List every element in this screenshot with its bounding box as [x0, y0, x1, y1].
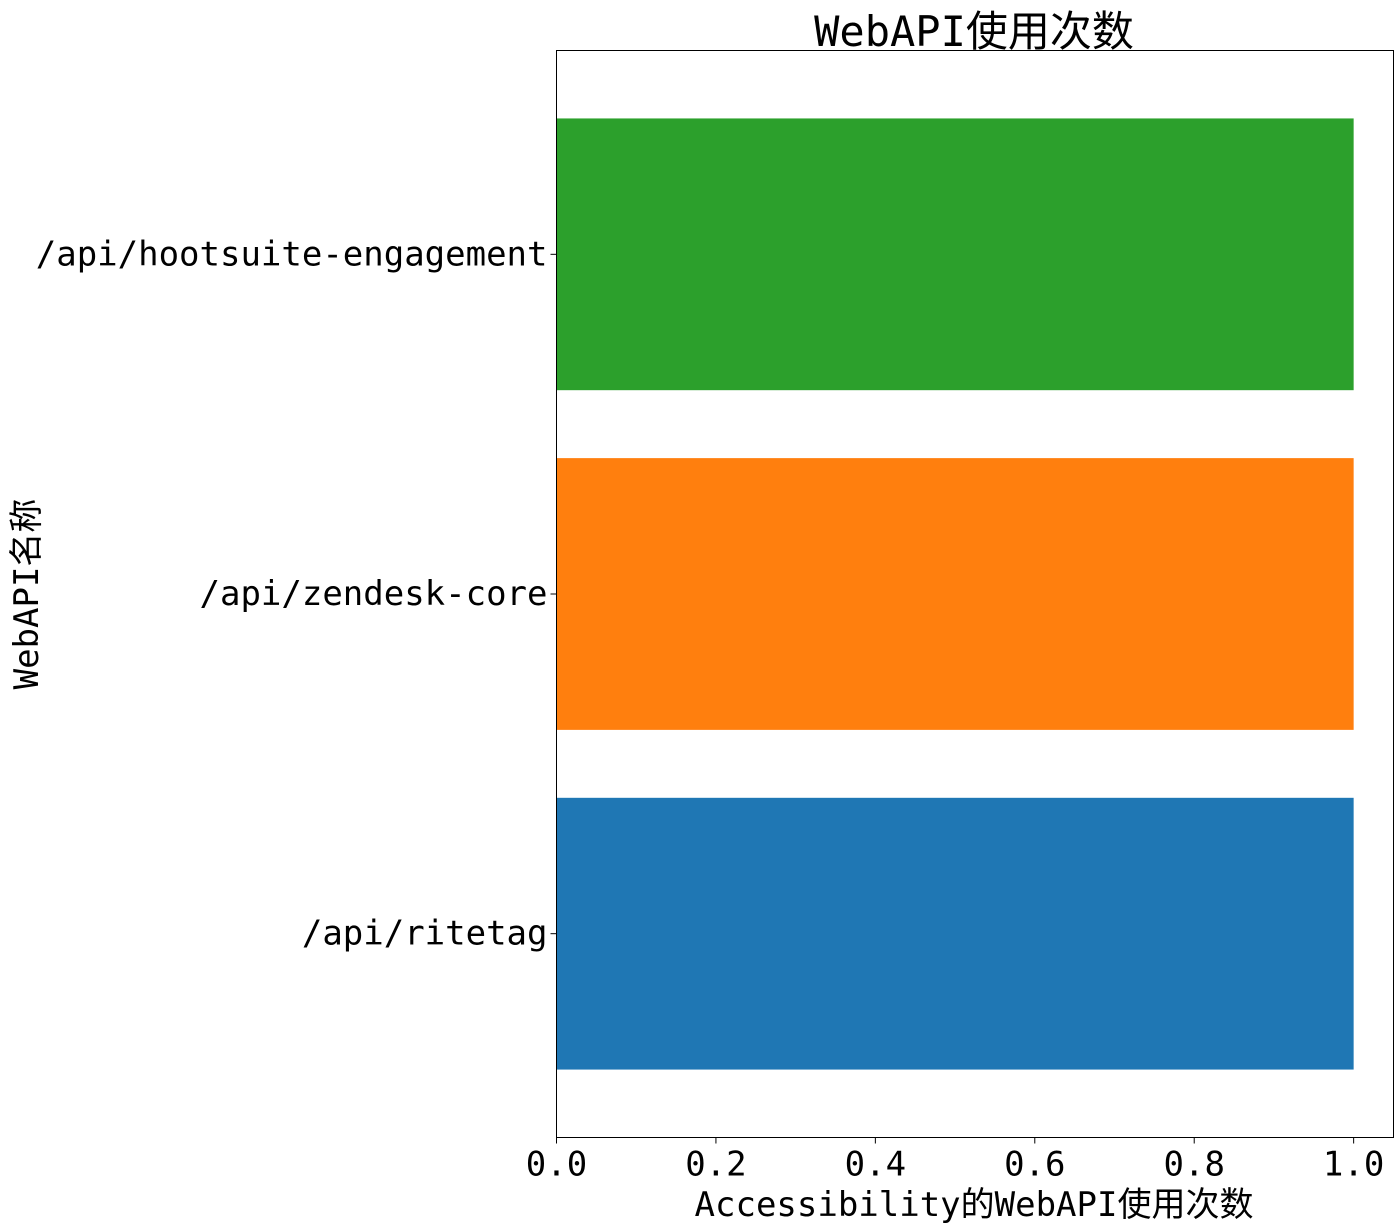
x-tick-label: 0.6 [1004, 1145, 1065, 1185]
x-tick-label: 0.4 [845, 1145, 906, 1185]
y-tick-label: /api/ritetag [302, 914, 548, 954]
x-axis-label: Accessibility的WebAPI使用次数 [695, 1185, 1254, 1225]
x-tick-label: 0.2 [685, 1145, 746, 1185]
y-axis-ticks: /api/ritetag/api/zendesk-core/api/hootsu… [36, 234, 557, 954]
plot-frame [556, 50, 1394, 1138]
bar [556, 458, 1354, 730]
x-axis-ticks: 0.0 0.2 0.4 0.6 0.8 1.0 [526, 1137, 1384, 1185]
x-tick-label: 0.8 [1164, 1145, 1225, 1185]
y-tick-label: /api/zendesk-core [200, 574, 548, 614]
x-tick-label: 0.0 [526, 1145, 587, 1185]
bar [556, 797, 1354, 1070]
x-tick-label: 1.0 [1323, 1145, 1384, 1185]
bars-group [556, 118, 1354, 1070]
chart-title: WebAPI使用次数 [814, 7, 1134, 56]
bar [556, 118, 1354, 391]
y-tick-label: /api/hootsuite-engagement [36, 234, 548, 274]
y-axis-label: WebAPI名称 [7, 499, 47, 690]
